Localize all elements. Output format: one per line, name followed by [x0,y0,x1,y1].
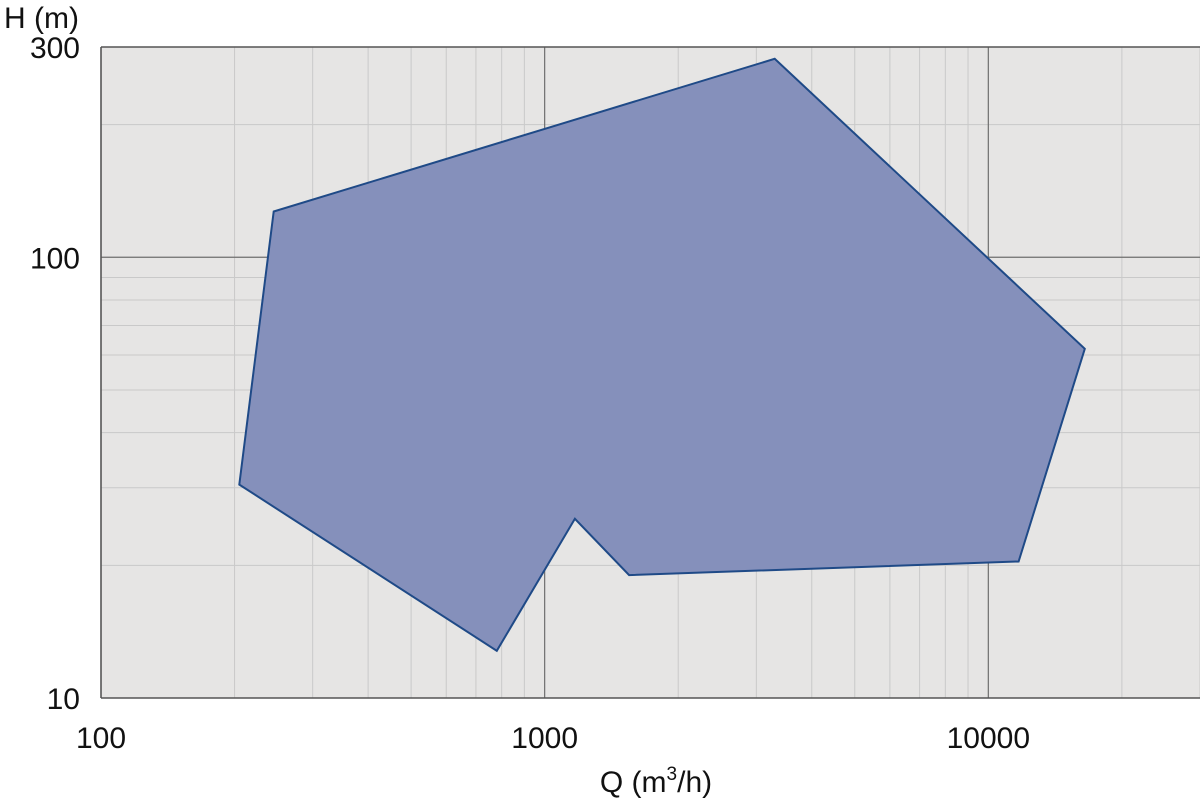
x-axis-title: Q (m3/h) [600,764,712,799]
y-tick-labels: 300 100 10 [30,32,80,716]
x-axis-title-tail: /h) [677,766,712,799]
x-tick-label: 1000 [511,722,578,755]
y-axis-title: H (m) [4,2,79,35]
x-tick-label: 10000 [947,722,1030,755]
x-tick-label: 100 [76,722,126,755]
operating-range-area [238,57,1086,653]
x-tick-labels: 100 1000 10000 [76,722,1030,755]
x-axis-title-superscript: 3 [667,764,678,785]
y-tick-label: 300 [30,32,80,65]
y-tick-label: 10 [47,683,80,716]
y-tick-label: 100 [30,242,80,275]
x-axis-title-base: Q (m [600,766,667,799]
